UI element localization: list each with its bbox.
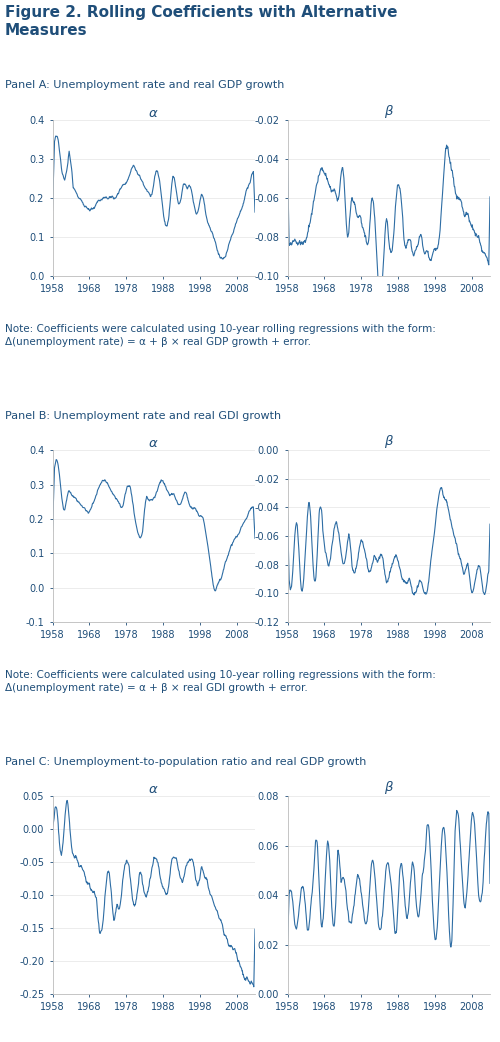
Text: Panel C: Unemployment-to-population ratio and real GDP growth: Panel C: Unemployment-to-population rati…: [5, 756, 366, 767]
Text: Figure 2. Rolling Coefficients with Alternative
Measures: Figure 2. Rolling Coefficients with Alte…: [5, 5, 398, 39]
Text: Note: Coefficients were calculated using 10-year rolling regressions with the fo: Note: Coefficients were calculated using…: [5, 670, 436, 693]
Title: $\alpha$: $\alpha$: [148, 784, 159, 796]
Title: $\beta$: $\beta$: [384, 103, 394, 120]
Text: Panel B: Unemployment rate and real GDI growth: Panel B: Unemployment rate and real GDI …: [5, 411, 281, 421]
Title: $\alpha$: $\alpha$: [148, 107, 159, 120]
Title: $\beta$: $\beta$: [384, 433, 394, 450]
Text: Note: Coefficients were calculated using 10-year rolling regressions with the fo: Note: Coefficients were calculated using…: [5, 324, 436, 347]
Title: $\beta$: $\beta$: [384, 779, 394, 796]
Text: Panel A: Unemployment rate and real GDP growth: Panel A: Unemployment rate and real GDP …: [5, 80, 284, 91]
Title: $\alpha$: $\alpha$: [148, 438, 159, 450]
